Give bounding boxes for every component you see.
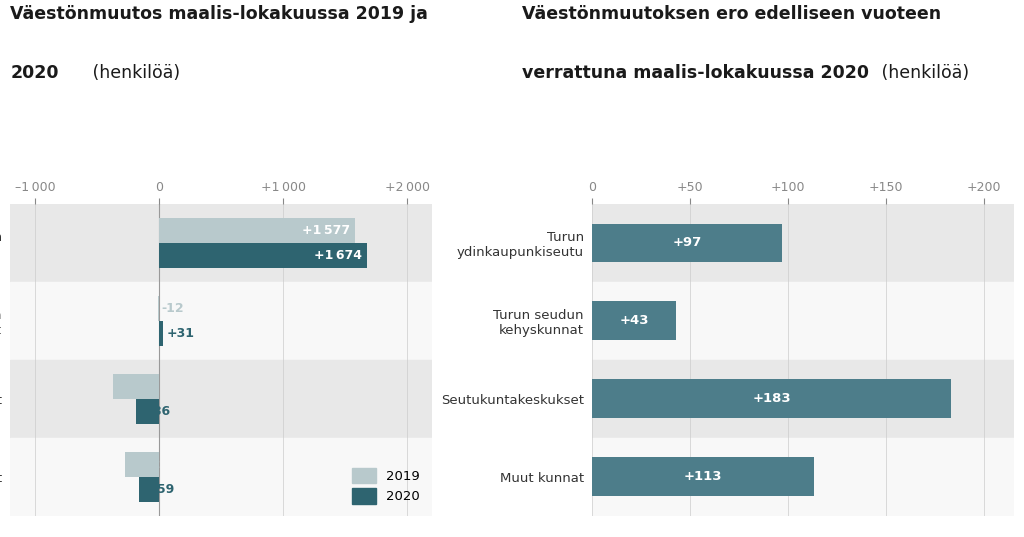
Bar — [592, 282, 1014, 360]
Text: Väestönmuutos maalis-lokakuussa 2019 ja: Väestönmuutos maalis-lokakuussa 2019 ja — [10, 5, 428, 24]
Bar — [592, 379, 951, 418]
Text: Väestönmuutoksen ero edelliseen vuoteen: Väestönmuutoksen ero edelliseen vuoteen — [522, 5, 941, 24]
Text: +183: +183 — [753, 392, 791, 405]
Text: -272: -272 — [129, 458, 161, 470]
Text: -159: -159 — [143, 483, 174, 496]
Text: (henkilöä): (henkilöä) — [876, 64, 969, 83]
Text: verrattuna maalis-lokakuussa 2020: verrattuna maalis-lokakuussa 2020 — [522, 64, 869, 83]
Bar — [592, 301, 677, 340]
Text: +1 674: +1 674 — [313, 249, 361, 262]
Bar — [592, 438, 1014, 516]
Text: +113: +113 — [684, 470, 722, 483]
Bar — [592, 360, 1014, 438]
Bar — [10, 360, 432, 438]
Bar — [114, 374, 159, 398]
Text: +43: +43 — [620, 314, 649, 328]
Bar — [125, 452, 159, 477]
Bar — [159, 218, 354, 243]
Text: +97: +97 — [673, 236, 701, 250]
Bar — [10, 204, 432, 282]
Bar — [159, 243, 367, 268]
Bar — [159, 321, 163, 346]
Legend: 2019, 2020: 2019, 2020 — [347, 462, 425, 509]
Text: -12: -12 — [162, 302, 184, 315]
Text: 2020: 2020 — [10, 64, 58, 83]
Text: +31: +31 — [167, 327, 195, 340]
Bar — [592, 223, 782, 263]
Bar — [10, 282, 432, 360]
Bar — [592, 204, 1014, 282]
Text: -369: -369 — [117, 380, 148, 393]
Text: (henkilöä): (henkilöä) — [87, 64, 180, 83]
Bar — [10, 438, 432, 516]
Bar — [158, 296, 159, 321]
Bar — [139, 477, 159, 502]
Bar — [592, 457, 814, 496]
Bar — [136, 398, 159, 424]
Text: +1 577: +1 577 — [301, 224, 349, 237]
Text: -186: -186 — [139, 405, 171, 418]
